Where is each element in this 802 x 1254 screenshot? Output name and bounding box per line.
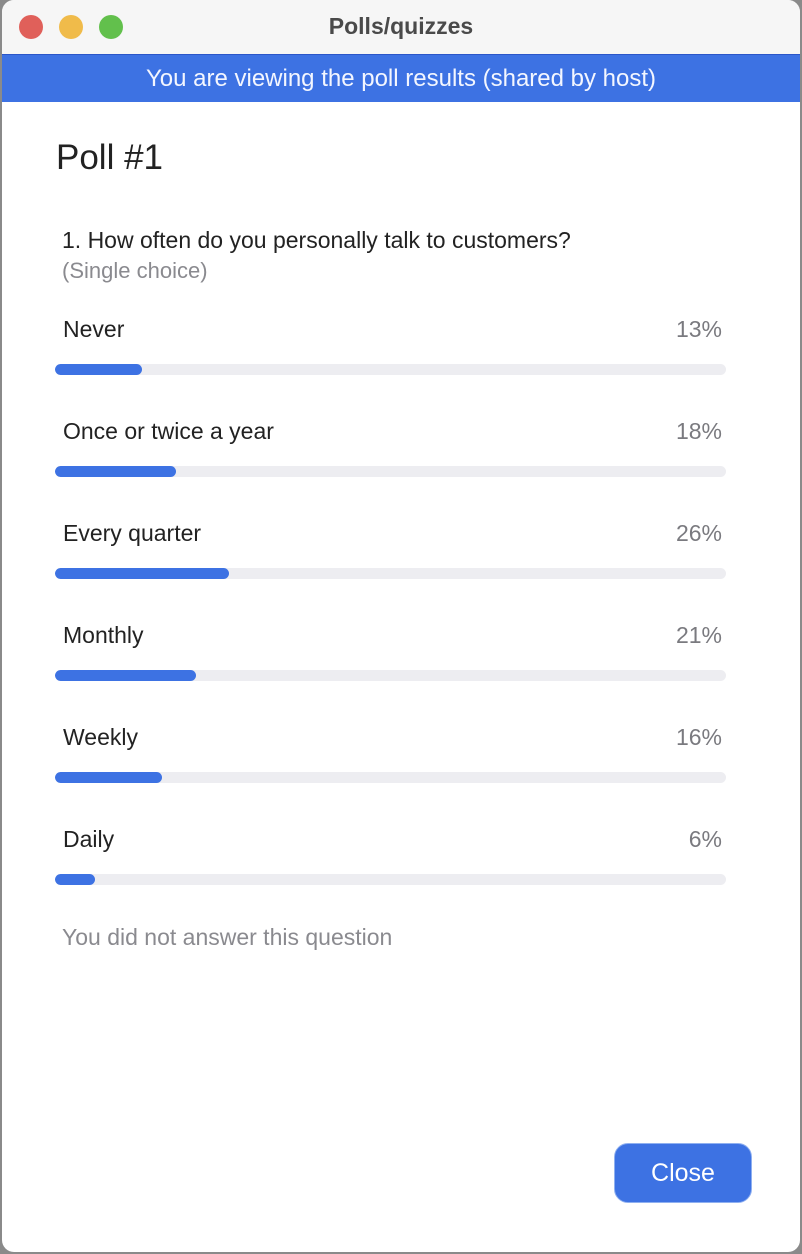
result-bar-track <box>55 772 726 783</box>
shared-results-banner: You are viewing the poll results (shared… <box>2 55 800 102</box>
option-label: Weekly <box>63 724 138 750</box>
result-bar-fill <box>55 670 196 681</box>
poll-option: Never 13% <box>2 316 800 418</box>
option-percent: 26% <box>675 520 722 546</box>
window-zoom-button[interactable] <box>99 15 123 39</box>
close-button[interactable]: Close <box>614 1143 752 1203</box>
question-text: 1. How often do you personally talk to c… <box>62 227 571 253</box>
question-type: (Single choice) <box>62 258 208 283</box>
option-label: Every quarter <box>63 520 202 546</box>
option-label: Never <box>63 316 125 342</box>
result-bar-fill <box>55 874 96 885</box>
title-bar: Polls/quizzes <box>2 0 800 55</box>
result-bar-track <box>55 568 726 579</box>
result-bar-track <box>55 874 726 885</box>
window-minimize-button[interactable] <box>59 15 83 39</box>
result-bar-fill <box>55 466 176 477</box>
result-bar-track <box>55 670 726 681</box>
answer-note: You did not answer this question <box>62 924 393 950</box>
option-percent: 21% <box>675 622 722 648</box>
poll-option: Monthly 21% <box>2 622 800 724</box>
poll-option: Daily 6% <box>2 826 800 928</box>
option-label: Monthly <box>63 622 144 648</box>
option-label: Once or twice a year <box>63 418 274 444</box>
result-bar-track <box>55 466 726 477</box>
result-bar-fill <box>55 772 163 783</box>
option-percent: 18% <box>675 418 722 444</box>
poll-option: Weekly 16% <box>2 724 800 826</box>
option-label: Daily <box>63 826 115 852</box>
window-close-button[interactable] <box>19 15 43 39</box>
poll-option: Every quarter 26% <box>2 520 800 622</box>
option-percent: 6% <box>688 826 722 852</box>
poll-option: Once or twice a year 18% <box>2 418 800 520</box>
window-title: Polls/quizzes <box>328 13 474 39</box>
result-bar-fill <box>55 364 143 375</box>
option-percent: 16% <box>675 724 722 750</box>
option-percent: 13% <box>675 316 722 342</box>
result-bar-fill <box>55 568 230 579</box>
result-bar-track <box>55 364 726 375</box>
poll-title: Poll #1 <box>56 138 164 177</box>
